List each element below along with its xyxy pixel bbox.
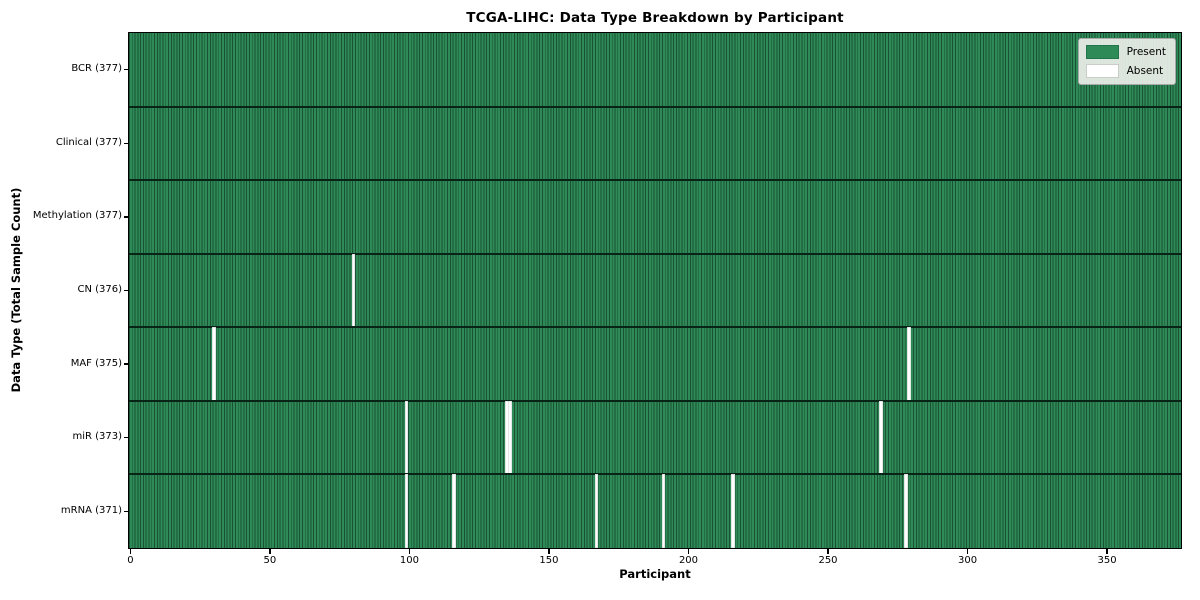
x-tick-mark xyxy=(1106,549,1108,554)
row-divider xyxy=(129,473,1181,476)
absent-cell-mRNA-191 xyxy=(661,474,666,548)
y-tick-mark xyxy=(123,142,128,144)
x-tick-label-150: 150 xyxy=(539,555,559,566)
x-tick-mark xyxy=(269,549,271,554)
row-divider xyxy=(129,179,1181,182)
row-divider xyxy=(129,326,1181,329)
y-tick-mark xyxy=(123,363,128,365)
row-divider xyxy=(129,105,1181,108)
y-tick-label-Clinical: Clinical (377) xyxy=(55,136,122,148)
x-tick-mark xyxy=(129,549,131,554)
absent-cell-miR-99 xyxy=(404,400,409,475)
y-tick-mark xyxy=(123,510,128,512)
y-tick-label-Methylation: Methylation (377) xyxy=(32,210,122,222)
y-tick-label-BCR: BCR (377) xyxy=(71,63,122,75)
absent-cell-MAF-279 xyxy=(907,327,911,401)
absent-cell-MAF-30 xyxy=(212,327,216,401)
row-divider xyxy=(129,252,1181,255)
y-tick-mark xyxy=(123,69,128,71)
y-tick-mark xyxy=(123,216,128,218)
absent-cell-mRNA-116 xyxy=(452,474,456,548)
x-tick-mark xyxy=(966,549,969,554)
absent-cell-mRNA-278 xyxy=(904,474,908,548)
x-tick-mark xyxy=(548,549,550,554)
x-tick-mark xyxy=(408,549,411,554)
absent-cell-miR-136 xyxy=(508,400,512,475)
y-tick-label-CN: CN (376) xyxy=(77,284,122,295)
chart-title: TCGA-LIHC: Data Type Breakdown by Partic… xyxy=(466,10,844,26)
row-divider xyxy=(129,399,1181,402)
legend-label-absent: Absent xyxy=(1126,65,1164,77)
x-tick-label-350: 350 xyxy=(1097,555,1117,566)
present-swatch-icon xyxy=(1085,45,1119,59)
x-axis-label: Participant xyxy=(619,567,691,581)
absent-swatch-icon xyxy=(1085,64,1119,78)
x-tick-label-250: 250 xyxy=(818,555,838,566)
y-tick-mark xyxy=(123,289,128,292)
x-tick-label-100: 100 xyxy=(399,555,419,566)
absent-cell-CN-80 xyxy=(351,253,356,328)
legend-label-present: Present xyxy=(1126,46,1166,58)
x-tick-label-50: 50 xyxy=(263,555,277,566)
y-tick-label-miR: miR (373) xyxy=(72,431,122,443)
absent-cell-miR-135 xyxy=(505,400,509,475)
x-tick-mark xyxy=(687,549,690,554)
heatmap-plot-area: Present Absent xyxy=(129,33,1181,548)
absent-cell-mRNA-167 xyxy=(594,474,599,548)
x-tick-label-200: 200 xyxy=(678,555,699,566)
absent-cell-miR-269 xyxy=(879,400,883,475)
x-tick-label-0: 0 xyxy=(127,555,134,566)
x-tick-label-300: 300 xyxy=(957,555,978,566)
legend: Present Absent xyxy=(1077,38,1176,85)
absent-cell-mRNA-216 xyxy=(731,474,735,548)
y-tick-mark xyxy=(123,437,128,439)
legend-item-present: Present xyxy=(1085,45,1166,59)
y-tick-label-mRNA: mRNA (371) xyxy=(60,504,122,516)
y-tick-label-MAF: MAF (375) xyxy=(70,357,122,369)
absent-cell-mRNA-99 xyxy=(404,474,409,548)
x-tick-mark xyxy=(827,549,829,554)
legend-item-absent: Absent xyxy=(1085,64,1166,78)
